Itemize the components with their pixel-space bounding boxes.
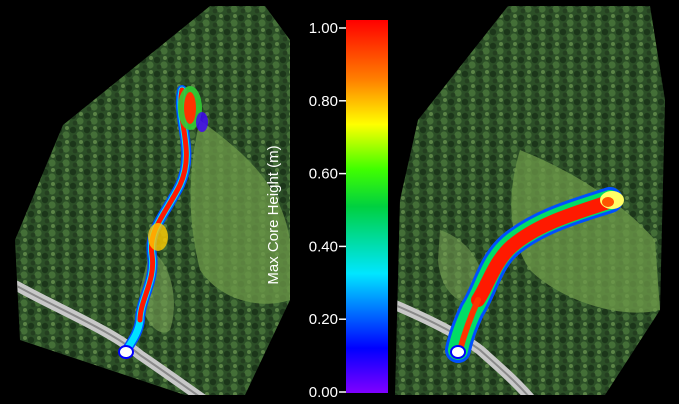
left-flow-deposit <box>119 346 133 358</box>
right-road-edge <box>395 304 536 395</box>
right-flow-head-core <box>602 197 614 207</box>
colorbar: 1.00 0.80 0.60 0.40 0.20 0.00 Max Core Height… <box>265 20 388 401</box>
left-flow-head-blue <box>196 112 208 132</box>
right-flow-deposit <box>451 346 465 358</box>
right-meadow <box>511 150 660 313</box>
right-flow-core <box>471 195 615 307</box>
colorbar-tick-label: 0.40 <box>309 238 338 255</box>
right-flow-deposit-ring <box>450 345 466 359</box>
left-simulation-map <box>15 6 290 395</box>
left-flow-head-core <box>184 92 196 124</box>
left-flow-core <box>137 87 189 323</box>
left-flow-widening <box>148 223 168 251</box>
colorbar-gradient <box>346 20 388 393</box>
right-simulation-map <box>395 6 665 395</box>
colorbar-tick-label: 1.00 <box>309 20 338 37</box>
left-flow-deposit-ring <box>118 345 134 359</box>
colorbar-tick-label: 0.00 <box>309 384 338 401</box>
left-road-edge <box>15 284 211 395</box>
colorbar-tick-label: 0.20 <box>309 311 338 328</box>
colorbar-label: Max Core Height (m) <box>265 145 282 284</box>
left-meadow <box>190 120 290 304</box>
colorbar-tick-label: 0.80 <box>309 93 338 110</box>
colorbar-tick-label: 0.60 <box>309 166 338 183</box>
